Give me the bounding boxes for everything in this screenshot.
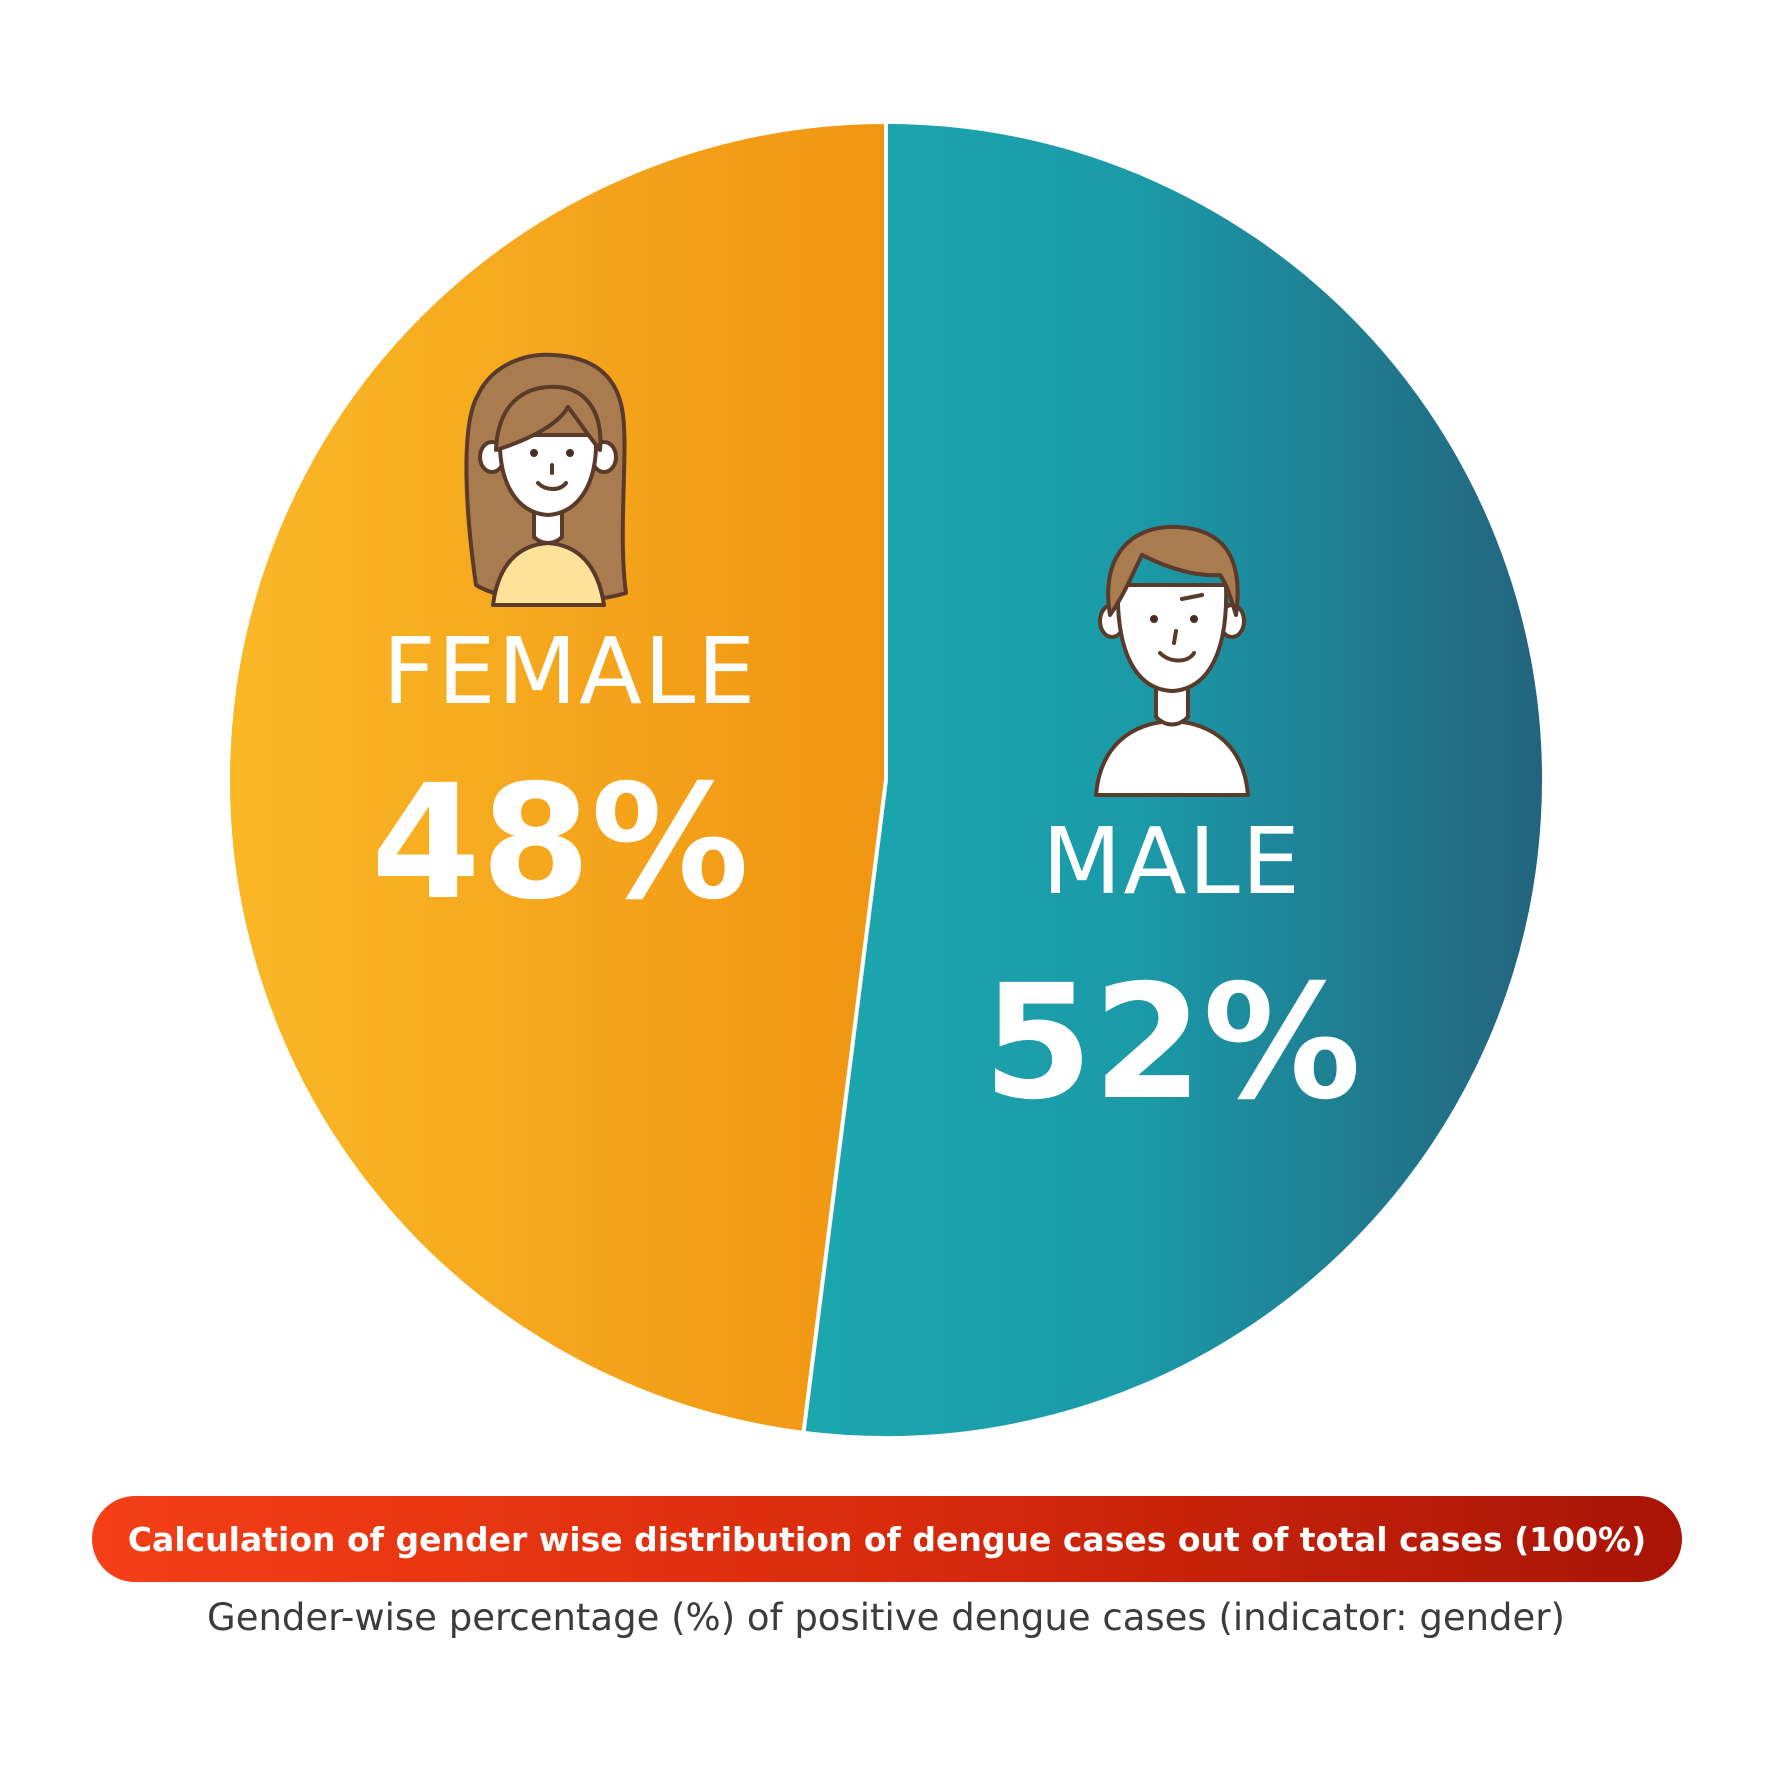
male-percent: 52% bbox=[983, 951, 1361, 1135]
female-percent: 48% bbox=[371, 751, 749, 935]
male-avatar-icon bbox=[1094, 524, 1250, 797]
male-label: MALE bbox=[1042, 808, 1302, 915]
pie-slice-female bbox=[226, 120, 888, 1435]
title-banner: Calculation of gender wise distribution … bbox=[92, 1496, 1682, 1582]
chart-title: Calculation of gender wise distribution … bbox=[127, 1519, 1647, 1559]
female-avatar-icon bbox=[464, 352, 628, 607]
female-label: FEMALE bbox=[383, 618, 758, 725]
chart-subtitle: Gender-wise percentage (%) of positive d… bbox=[207, 1596, 1565, 1639]
